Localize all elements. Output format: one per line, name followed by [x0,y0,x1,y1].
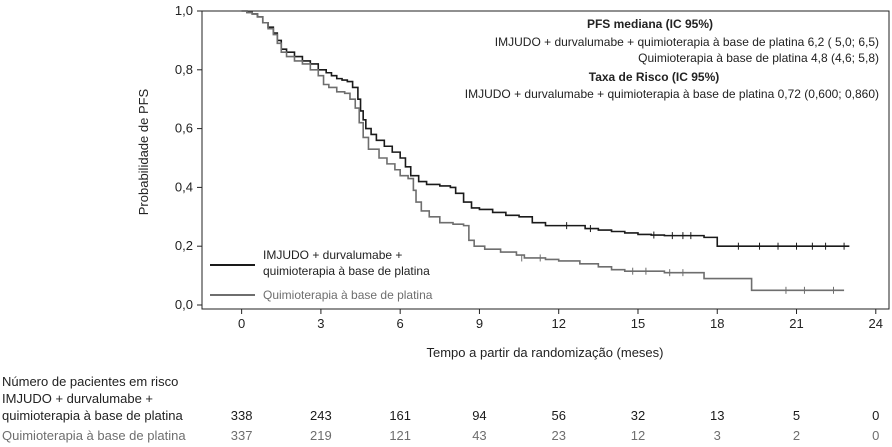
risk-value: 161 [389,408,411,423]
risk-value: 337 [231,428,253,443]
risk-value: 94 [472,408,486,423]
y-tick-label: 0,0 [175,297,193,312]
y-tick-label: 0,2 [175,238,193,253]
curve-quimioterapia [241,10,845,292]
x-axis: 0 3 6 9 12 15 18 21 24 [238,309,883,331]
y-tick-label: 0,8 [175,62,193,77]
risk-value: 219 [310,428,332,443]
risk-value: 5 [793,408,800,423]
risk-row-combo-label-1: IMJUDO + durvalumabe + [2,391,153,406]
risk-value: 2 [793,428,800,443]
risk-value: 56 [551,408,565,423]
legend-label-combo-line-2: quimioterapia à base de platina [263,264,430,278]
risk-value: 43 [472,428,486,443]
x-tick-label: 21 [789,316,803,331]
risk-value: 0 [872,428,879,443]
plot-frame [201,10,890,310]
y-tick-label: 1,0 [175,3,193,18]
curve-imjudo-durvalumabe [241,10,850,247]
x-tick-label: 24 [869,316,883,331]
risk-table: Número de pacientes em risco IMJUDO + du… [2,374,879,443]
x-tick-label: 3 [317,316,324,331]
risk-value: 32 [631,408,645,423]
risk-value: 0 [872,408,879,423]
y-axis-title: Probabilidade de PFS [136,88,151,215]
risk-value: 23 [551,428,565,443]
x-tick-label: 15 [631,316,645,331]
risk-row-chemo-label: Quimioterapia à base de platina [2,428,186,443]
risk-row-combo-label-2: quimioterapia à base de platina [2,408,183,423]
x-tick-label: 18 [710,316,724,331]
risk-value: 3 [714,428,721,443]
legend: IMJUDO + durvalumabe + quimioterapia à b… [210,248,433,302]
risk-value: 338 [231,408,253,423]
y-tick-label: 0,6 [175,121,193,136]
x-axis-title: Tempo a partir da randomização (meses) [427,345,664,360]
x-tick-label: 6 [397,316,404,331]
x-tick-label: 12 [551,316,565,331]
y-axis: 0,0 0,2 0,4 0,6 0,8 1,0 [175,3,202,312]
hazard-ratio-title: Taxa de Risco (IC 95%) [589,70,720,84]
risk-value: 13 [710,408,724,423]
risk-value: 121 [389,428,411,443]
legend-label-chemo: Quimioterapia à base de platina [263,288,433,302]
y-tick-label: 0,4 [175,179,193,194]
hazard-ratio-line-1: IMJUDO + durvalumabe + quimioterapia à b… [465,87,879,101]
x-tick-label: 9 [476,316,483,331]
risk-table-title: Número de pacientes em risco [2,374,178,389]
risk-value: 243 [310,408,332,423]
pfs-median-line-1: IMJUDO + durvalumabe + quimioterapia à b… [495,35,879,49]
risk-value: 12 [631,428,645,443]
legend-label-combo-line-1: IMJUDO + durvalumabe + [263,248,402,262]
x-tick-label: 0 [238,316,245,331]
pfs-median-line-2: Quimioterapia à base de platina 4,8 (4,6… [638,51,879,65]
km-curves [241,10,850,294]
pfs-median-title: PFS mediana (IC 95%) [587,17,713,31]
